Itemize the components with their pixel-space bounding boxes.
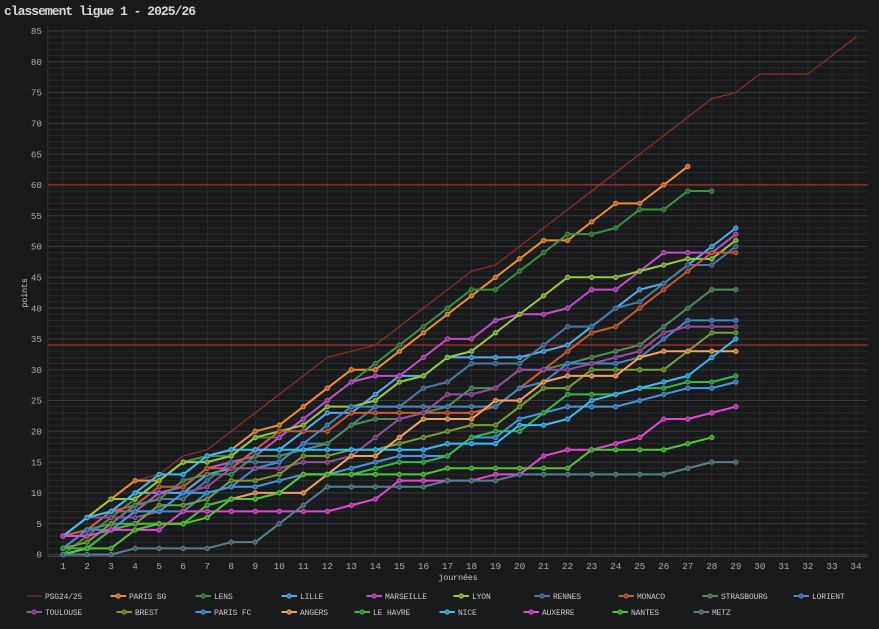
svg-text:9: 9 [252,561,258,572]
svg-text:70: 70 [31,119,42,130]
svg-text:LILLE: LILLE [300,593,324,602]
svg-text:5: 5 [156,561,162,572]
svg-text:80: 80 [31,57,42,68]
svg-text:26: 26 [658,561,669,572]
svg-text:31: 31 [778,561,790,572]
svg-text:PARIS SG: PARIS SG [129,593,167,602]
svg-text:NANTES: NANTES [631,609,659,618]
svg-text:33: 33 [826,561,837,572]
svg-text:25: 25 [634,561,645,572]
svg-text:6: 6 [180,561,186,572]
svg-text:65: 65 [31,149,42,160]
svg-text:32: 32 [802,561,813,572]
svg-text:55: 55 [31,211,42,222]
svg-text:30: 30 [754,561,765,572]
svg-text:22: 22 [562,561,573,572]
svg-text:10: 10 [31,488,42,499]
svg-text:ANGERS: ANGERS [300,609,328,618]
svg-text:27: 27 [682,561,693,572]
svg-text:8: 8 [228,561,234,572]
svg-text:PARIS FC: PARIS FC [214,609,252,618]
svg-text:45: 45 [31,273,42,284]
svg-text:LYON: LYON [472,593,491,602]
svg-text:34: 34 [850,561,862,572]
svg-text:30: 30 [31,365,42,376]
svg-text:LENS: LENS [214,593,233,602]
svg-text:40: 40 [31,303,42,314]
svg-text:MARSEILLE: MARSEILLE [385,593,427,602]
svg-text:0: 0 [36,550,42,561]
svg-text:METZ: METZ [712,609,731,618]
svg-text:20: 20 [514,561,525,572]
svg-text:journées: journées [438,573,477,583]
svg-text:1: 1 [60,561,66,572]
svg-text:3: 3 [108,561,114,572]
svg-text:11: 11 [298,561,310,572]
svg-text:23: 23 [586,561,597,572]
svg-text:17: 17 [442,561,453,572]
svg-text:TOULOUSE: TOULOUSE [45,609,83,618]
svg-text:25: 25 [31,396,42,407]
svg-text:50: 50 [31,242,42,253]
svg-text:75: 75 [31,88,42,99]
svg-text:RENNES: RENNES [553,593,581,602]
svg-text:4: 4 [132,561,138,572]
svg-text:AUXERRE: AUXERRE [542,609,575,618]
svg-text:60: 60 [31,180,42,191]
svg-text:NICE: NICE [458,609,477,618]
svg-text:16: 16 [418,561,429,572]
svg-text:BREST: BREST [135,609,159,618]
svg-text:85: 85 [31,26,42,37]
svg-text:20: 20 [31,427,42,438]
svg-text:7: 7 [204,561,210,572]
svg-text:2: 2 [84,561,90,572]
svg-text:12: 12 [322,561,333,572]
svg-text:5: 5 [36,519,42,530]
svg-text:29: 29 [730,561,741,572]
svg-text:PSG24/25: PSG24/25 [45,593,83,602]
svg-text:13: 13 [346,561,357,572]
svg-text:19: 19 [490,561,501,572]
svg-text:LORIENT: LORIENT [812,593,845,602]
svg-text:points: points [20,278,30,308]
svg-text:STRASBOURG: STRASBOURG [721,593,768,602]
svg-text:classement ligue 1 - 2025/26: classement ligue 1 - 2025/26 [4,4,196,19]
svg-text:15: 15 [394,561,405,572]
svg-text:14: 14 [370,561,382,572]
svg-text:15: 15 [31,457,42,468]
svg-text:MONACO: MONACO [637,593,665,602]
svg-text:28: 28 [706,561,717,572]
svg-text:35: 35 [31,334,42,345]
svg-text:18: 18 [466,561,477,572]
svg-text:LE HAVRE: LE HAVRE [373,609,411,618]
svg-text:24: 24 [610,561,622,572]
svg-text:21: 21 [538,561,550,572]
svg-text:10: 10 [274,561,285,572]
